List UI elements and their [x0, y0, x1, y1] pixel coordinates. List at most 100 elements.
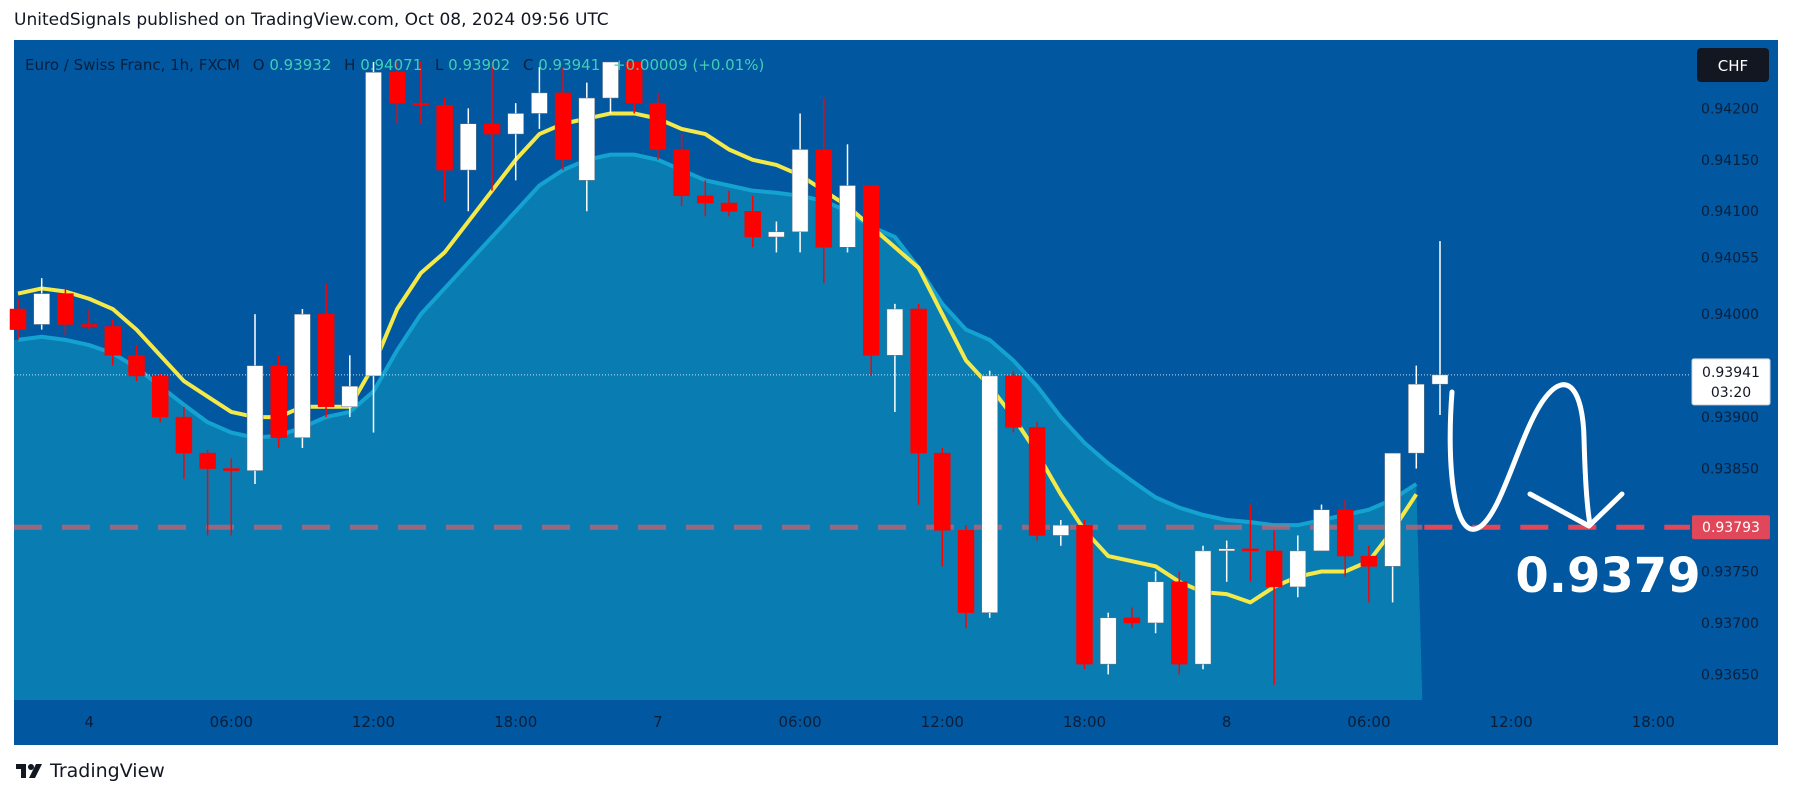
candle-body — [1218, 548, 1235, 552]
candle-body — [151, 375, 169, 418]
candle[interactable] — [1360, 545, 1378, 603]
candle[interactable] — [791, 113, 809, 253]
candle-body — [365, 72, 382, 377]
candle[interactable] — [128, 345, 145, 382]
candle[interactable] — [1147, 571, 1164, 634]
candle-body — [625, 61, 643, 104]
candle[interactable] — [1265, 530, 1283, 685]
candle[interactable] — [697, 180, 714, 217]
candle[interactable] — [744, 195, 761, 248]
candle[interactable] — [839, 144, 856, 253]
candle[interactable] — [1289, 535, 1307, 598]
candle[interactable] — [625, 61, 643, 114]
y-axis-tick-label: 0.93850 — [1701, 462, 1759, 478]
candle[interactable] — [957, 525, 975, 629]
candle-body — [388, 72, 406, 104]
candle[interactable] — [1076, 520, 1093, 670]
candle[interactable] — [578, 82, 596, 212]
candle[interactable] — [815, 98, 833, 284]
candle[interactable] — [1123, 607, 1141, 629]
candle[interactable] — [602, 61, 619, 114]
legend-open-label: O — [253, 56, 265, 74]
candle[interactable] — [1194, 545, 1212, 670]
candle-body — [815, 149, 833, 248]
candle-body — [483, 123, 501, 135]
candle-body — [1005, 375, 1022, 428]
candle[interactable] — [720, 190, 738, 217]
candle[interactable] — [1336, 499, 1354, 577]
chart-canvas[interactable]: 4 06:00 12:00 18:00 7 06:00 12:00 18:00 8 06:00 12… — [0, 0, 1793, 750]
candle[interactable] — [270, 355, 287, 448]
candle[interactable] — [436, 98, 453, 201]
candle-body — [1194, 550, 1212, 665]
candle[interactable] — [649, 92, 667, 160]
candle[interactable] — [1408, 365, 1425, 469]
candle[interactable] — [981, 370, 998, 618]
candle[interactable] — [862, 185, 880, 376]
candle[interactable] — [460, 108, 477, 212]
legend-change: +0.00009 (+0.01%) — [613, 56, 764, 74]
candle[interactable] — [934, 447, 951, 567]
candle[interactable] — [1052, 520, 1070, 546]
candle[interactable] — [104, 319, 122, 366]
candle-body — [341, 385, 359, 408]
candle[interactable] — [554, 67, 572, 171]
candle-body — [862, 185, 880, 356]
candle[interactable] — [673, 134, 690, 207]
candle[interactable] — [1384, 452, 1401, 603]
candle[interactable] — [246, 314, 264, 484]
candle[interactable] — [1005, 370, 1022, 433]
candle[interactable] — [1099, 612, 1117, 675]
candle-body — [1028, 427, 1046, 536]
candle[interactable] — [223, 458, 240, 536]
candle[interactable] — [483, 62, 501, 191]
candle-body — [1408, 383, 1425, 454]
candle-layer[interactable] — [9, 61, 1449, 685]
y-axis-tick-label: 0.94150 — [1701, 153, 1759, 169]
candle[interactable] — [317, 283, 335, 418]
candle-body — [1265, 550, 1283, 588]
candle[interactable] — [507, 103, 524, 181]
candle[interactable] — [199, 450, 216, 536]
projection-arrow — [1447, 382, 1625, 532]
currency-badge[interactable]: CHF — [1697, 48, 1769, 82]
candle[interactable] — [531, 67, 548, 129]
x-axis-tick-label: 06:00 — [210, 713, 253, 731]
y-axis-tick-label: 0.93700 — [1701, 616, 1759, 632]
candle[interactable] — [910, 303, 927, 505]
candle-body — [104, 326, 122, 356]
candle[interactable] — [9, 298, 27, 340]
candle[interactable] — [1313, 504, 1330, 552]
candle[interactable] — [341, 355, 359, 418]
candle[interactable] — [768, 221, 785, 253]
y-axis-tick-label: 0.94000 — [1701, 307, 1759, 323]
candle[interactable] — [1431, 241, 1449, 416]
candle-body — [554, 92, 572, 161]
x-axis-tick-label: 18:00 — [1632, 713, 1675, 731]
candle[interactable] — [175, 406, 193, 479]
candle[interactable] — [80, 309, 98, 330]
candle[interactable] — [1242, 504, 1259, 582]
candle[interactable] — [365, 62, 382, 433]
legend-symbol: Euro / Swiss Franc, 1h, FXCM — [25, 56, 240, 74]
candle[interactable] — [33, 278, 50, 330]
candle[interactable] — [1171, 571, 1188, 675]
candle[interactable] — [1028, 422, 1046, 541]
candle-body — [1313, 509, 1330, 552]
candle[interactable] — [1218, 540, 1235, 582]
candle[interactable] — [412, 62, 430, 124]
candle-body — [175, 416, 193, 454]
candle-body — [412, 102, 430, 106]
candle[interactable] — [151, 373, 169, 423]
candle[interactable] — [294, 309, 311, 448]
candle-body — [1431, 374, 1449, 385]
candle[interactable] — [388, 62, 406, 124]
y-axis-tick-label: 0.94200 — [1701, 101, 1759, 117]
y-axis-tick-label: 0.93750 — [1701, 564, 1759, 580]
candle-body — [270, 365, 287, 438]
candle[interactable] — [886, 303, 904, 412]
footer-brand[interactable]: TradingView — [14, 760, 165, 782]
x-axis-tick-label: 12:00 — [352, 713, 395, 731]
candle[interactable] — [57, 288, 74, 335]
currency-badge-label: CHF — [1718, 57, 1748, 75]
